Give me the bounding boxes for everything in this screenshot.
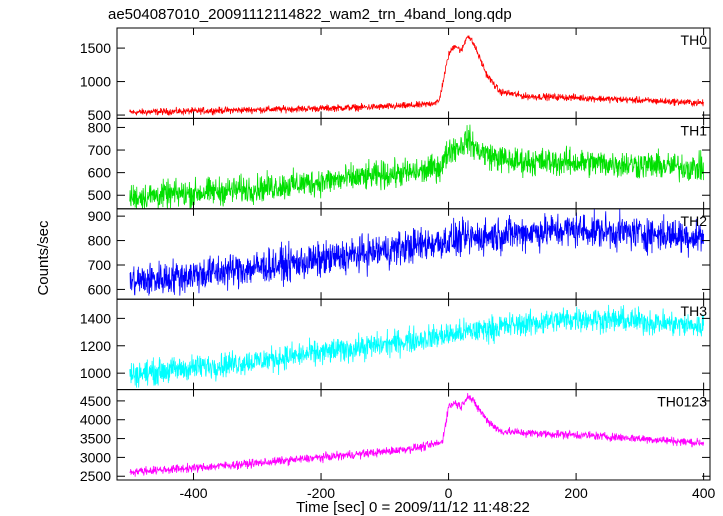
x-tick-label: -400 bbox=[180, 485, 208, 501]
x-tick-label: 200 bbox=[564, 485, 588, 501]
x-tick-label: -200 bbox=[307, 485, 335, 501]
y-tick-label: 1400 bbox=[80, 310, 111, 326]
panel-label-th2: TH2 bbox=[681, 213, 708, 229]
panel-frame-th0 bbox=[116, 27, 711, 119]
y-tick-label: 4000 bbox=[80, 412, 111, 428]
y-tick-label: 900 bbox=[88, 208, 112, 224]
x-tick-label: 0 bbox=[445, 485, 453, 501]
y-tick-label: 3500 bbox=[80, 431, 111, 447]
chart-title: ae504087010_20091112114822_wam2_trn_4ban… bbox=[108, 6, 512, 23]
panels-group: TH0 500 1000 1500 TH1 500 600 700 800 TH2 600 700 80… bbox=[80, 27, 716, 501]
series-line-th0 bbox=[129, 35, 704, 117]
series-line-th2 bbox=[129, 208, 705, 296]
y-tick-label: 500 bbox=[88, 187, 112, 203]
panel-frame-th0123 bbox=[116, 389, 711, 481]
y-tick-label: 500 bbox=[88, 107, 112, 123]
series-line-th3 bbox=[129, 304, 705, 388]
panel-label-th3: TH3 bbox=[681, 303, 708, 319]
y-axis-label: Counts/sec bbox=[35, 220, 52, 296]
y-tick-label: 1000 bbox=[80, 365, 111, 381]
y-tick-label: 1000 bbox=[80, 74, 111, 90]
y-tick-label: 1500 bbox=[80, 40, 111, 56]
series-line-th1 bbox=[129, 124, 705, 209]
y-tick-label: 3000 bbox=[80, 449, 111, 465]
panel-label-th0123: TH0123 bbox=[657, 394, 707, 410]
y-tick-label: 4500 bbox=[80, 393, 111, 409]
y-tick-label: 800 bbox=[88, 233, 112, 249]
x-tick-label: 400 bbox=[692, 485, 716, 501]
panel-label-th0: TH0 bbox=[681, 32, 708, 48]
y-tick-label: 700 bbox=[88, 257, 112, 273]
y-tick-label: 700 bbox=[88, 142, 112, 158]
series-line-th0123 bbox=[129, 392, 705, 477]
y-tick-label: 2500 bbox=[80, 468, 111, 484]
y-tick-label: 600 bbox=[88, 281, 112, 297]
y-tick-label: 600 bbox=[88, 165, 112, 181]
x-axis-label: Time [sec] 0 = 2009/11/12 11:48:22 bbox=[296, 499, 530, 516]
panel-label-th1: TH1 bbox=[681, 122, 708, 138]
y-tick-label: 1200 bbox=[80, 338, 111, 354]
y-tick-label: 800 bbox=[88, 119, 112, 135]
